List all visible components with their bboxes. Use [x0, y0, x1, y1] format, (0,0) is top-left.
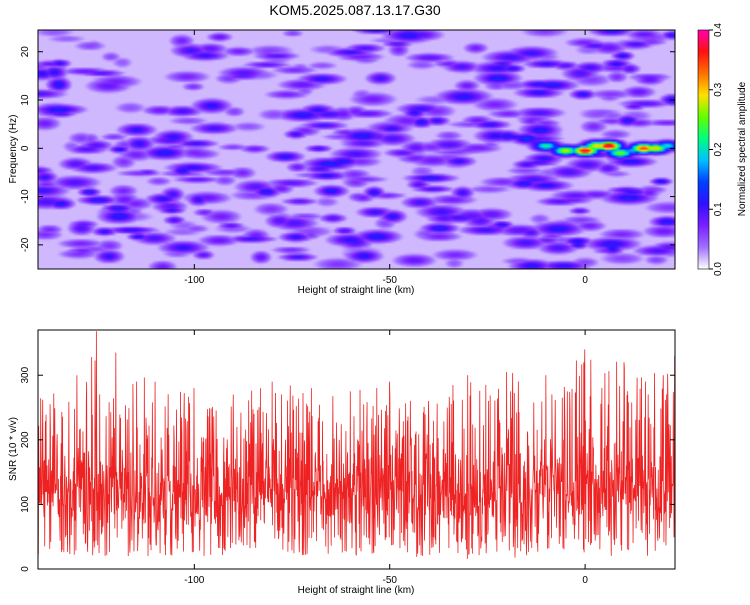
snr-series-line	[38, 331, 675, 559]
heatmap-x-tick-label: 0	[582, 275, 588, 286]
snr-x-tick-label: -50	[382, 575, 397, 586]
snr-panel: -100 -50 0 0 100 200 300 Height of straight l…	[8, 329, 676, 596]
colorbar-tick-label: 0.1	[713, 202, 724, 216]
heatmap-y-tick-label: -10	[20, 189, 31, 204]
colorbar-tick-label: 0.4	[713, 23, 724, 37]
chart-title: KOM5.2025.087.13.17.G30	[269, 2, 440, 18]
snr-x-ticks: -100 -50 0	[184, 330, 588, 586]
heatmap-y-tick-label: 20	[20, 46, 31, 58]
colorbar-ticks: 0.0 0.1 0.2 0.3 0.4	[709, 23, 724, 276]
heatmap-x-tick-label: -50	[382, 275, 397, 286]
colorbar-tick-label: 0.3	[713, 82, 724, 96]
heatmap-y-ticks: -20 -10 0 10 20	[20, 46, 675, 252]
heatmap-y-axis-label: Frequency (Hz)	[8, 115, 19, 184]
snr-x-tick-label: 0	[582, 575, 588, 586]
snr-y-ticks: 0 100 200 300	[20, 366, 675, 572]
snr-frame	[37, 329, 676, 570]
heatmap-image	[38, 30, 675, 269]
heatmap-x-ticks: -100 -50 0	[184, 30, 588, 286]
snr-y-tick-label: 0	[20, 566, 31, 572]
snr-x-tick-label: -100	[184, 575, 204, 586]
heatmap-x-axis-label: Height of straight line (km)	[298, 285, 415, 296]
colorbar-tick-label: 0.2	[713, 142, 724, 156]
colorbar-gradient	[697, 29, 710, 270]
snr-y-axis-label: SNR (10 * v/v)	[8, 417, 19, 481]
colorbar-tick-label: 0.0	[713, 262, 724, 276]
snr-y-tick-label: 200	[20, 431, 31, 448]
snr-y-tick-label: 300	[20, 366, 31, 383]
heatmap-x-tick-label: -100	[184, 275, 204, 286]
heatmap-y-tick-label: 0	[20, 145, 31, 151]
colorbar: 0.0 0.1 0.2 0.3 0.4 Normalized spectral ampl…	[697, 23, 748, 276]
snr-y-tick-label: 100	[20, 496, 31, 513]
snr-x-axis-label: Height of straight line (km)	[298, 585, 415, 596]
colorbar-label: Normalized spectral amplitude	[737, 81, 748, 216]
heatmap-y-tick-label: 10	[20, 94, 31, 106]
heatmap-y-tick-label: -20	[20, 237, 31, 252]
heatmap-frame	[37, 29, 676, 270]
